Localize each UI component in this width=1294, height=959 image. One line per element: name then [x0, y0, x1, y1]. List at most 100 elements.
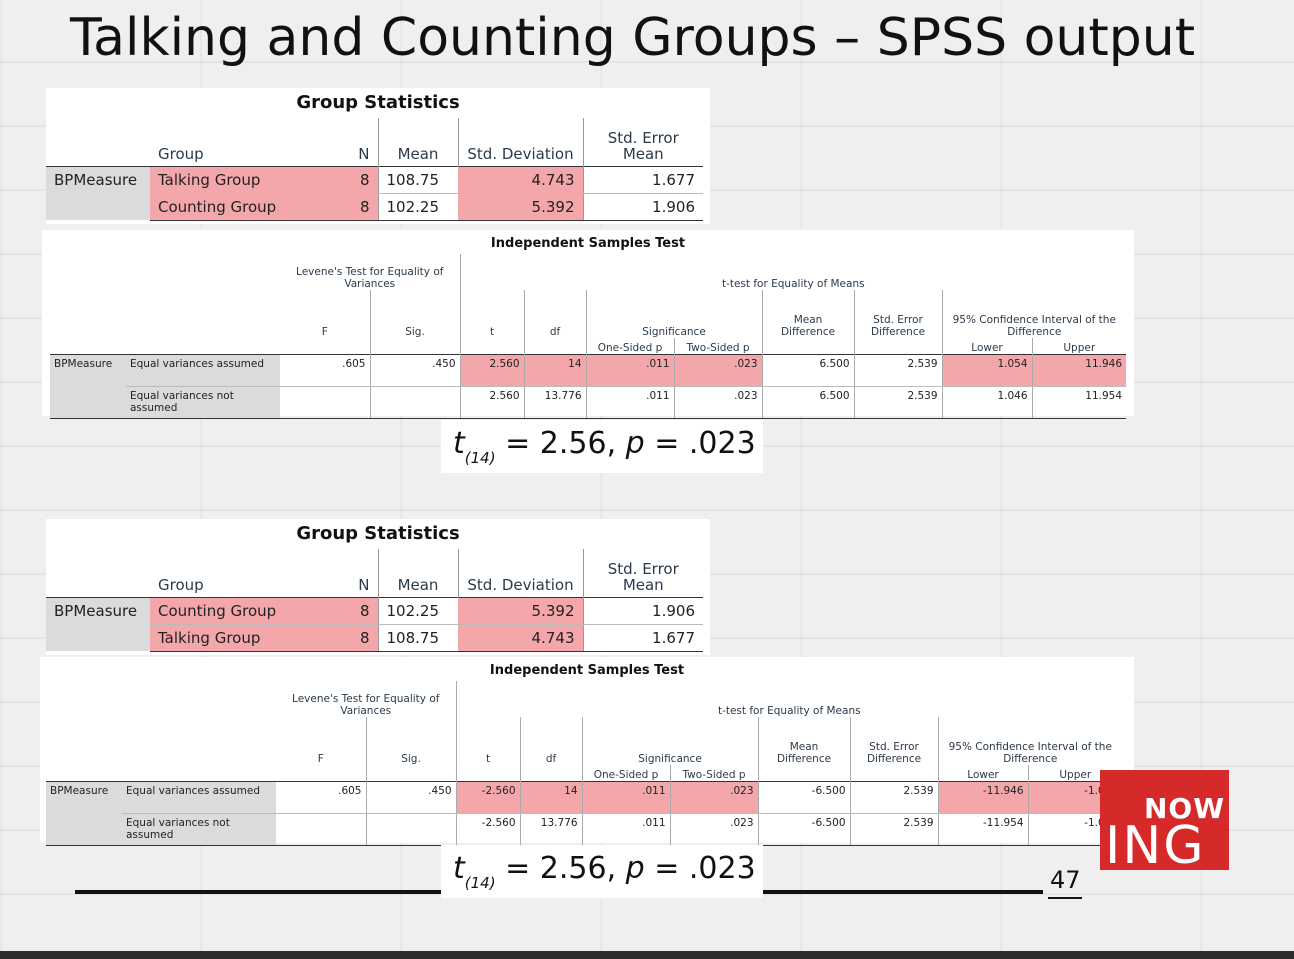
- result-text-1: t(14) = 2.56, p = .023: [441, 420, 763, 473]
- page-number-underline: [1048, 897, 1082, 899]
- col-md: Mean Difference: [757, 717, 851, 765]
- df-cell: 13.776: [519, 813, 583, 846]
- sed-cell: 2.539: [853, 386, 943, 419]
- col-one-sided: One-Sided p: [585, 338, 675, 354]
- one-sided-cell: .011: [581, 813, 671, 846]
- variance-label: Equal variances assumed: [126, 353, 280, 387]
- table-row: BPMeasure Equal variances assumed .605 .…: [50, 353, 1127, 387]
- slide-title: Talking and Counting Groups – SPSS outpu…: [70, 8, 1196, 68]
- logo-line-1: NOW: [1144, 792, 1226, 825]
- group-statistics-caption: Group Statistics: [296, 92, 460, 113]
- footer-rule-right: [763, 890, 1043, 894]
- table-row: Counting Group 8 102.25 5.392 1.906: [46, 193, 703, 221]
- n-cell: 8: [290, 624, 378, 652]
- sed-cell: 2.539: [849, 780, 939, 814]
- brand-logo: NOW ING: [1100, 770, 1229, 870]
- group-cell: Counting Group: [150, 193, 290, 221]
- lower-cell: -11.954: [937, 813, 1029, 846]
- group-statistics-caption: Group Statistics: [296, 523, 460, 544]
- df-subscript: (14): [464, 449, 496, 467]
- group-statistics-table-2: Group Statistics Group N Mean Std. Devia…: [46, 519, 710, 655]
- ist-caption: Independent Samples Test: [490, 236, 686, 251]
- group-cell: Talking Group: [150, 624, 290, 652]
- one-sided-cell: .011: [585, 353, 675, 387]
- row-label: BPMeasure: [50, 353, 126, 386]
- significance-header: Significance: [581, 717, 759, 765]
- col-F: F: [321, 326, 328, 338]
- two-sided-cell: .023: [673, 386, 763, 419]
- col-two-sided: Two-Sided p: [673, 338, 763, 354]
- table-row: Equal variances not assumed -2.560 13.77…: [46, 813, 1123, 846]
- lower-cell: -11.946: [937, 780, 1029, 814]
- sed-cell: 2.539: [853, 353, 943, 387]
- independent-samples-test-table-1: Independent Samples Test Levene's Test f…: [42, 230, 1134, 419]
- md-cell: -6.500: [757, 780, 851, 814]
- df-cell: 14: [523, 353, 587, 387]
- F-cell: [280, 386, 370, 419]
- ci-header: 95% Confidence Interval of the Differenc…: [941, 290, 1127, 338]
- p-symbol: p: [625, 851, 645, 886]
- col-sd: Std. Deviation: [457, 549, 583, 597]
- lower-cell: 1.046: [941, 386, 1033, 419]
- col-t: t: [459, 290, 525, 338]
- col-df: df: [519, 717, 583, 765]
- sig-cell: [365, 813, 457, 846]
- ist-caption: Independent Samples Test: [489, 663, 685, 678]
- col-n: N: [358, 144, 370, 163]
- col-se: Std. Error Mean: [582, 118, 703, 166]
- logo-line-2: ING: [1105, 816, 1206, 870]
- two-sided-cell: .023: [669, 813, 759, 846]
- row-label: BPMeasure: [46, 596, 150, 651]
- mean-cell: 108.75: [377, 624, 458, 652]
- variance-label: Equal variances assumed: [122, 780, 276, 814]
- col-df: df: [523, 290, 587, 338]
- significance-header: Significance: [585, 290, 763, 338]
- page-number: 47: [1050, 866, 1081, 894]
- n-cell: 8: [290, 596, 378, 625]
- ci-header: 95% Confidence Interval of the Differenc…: [937, 717, 1123, 765]
- upper-cell: 11.946: [1031, 353, 1127, 387]
- col-mean: Mean: [377, 118, 458, 166]
- levene-header: Levene's Test for Equality of Variances: [296, 266, 444, 290]
- col-se: Std. Error Mean: [582, 549, 703, 597]
- ttest-header: t-test for Equality of Means: [455, 681, 1123, 717]
- t-value: = 2.56,: [495, 851, 626, 886]
- col-sig: Sig.: [369, 290, 461, 338]
- col-lower: Lower: [937, 765, 1029, 781]
- se-cell: 1.677: [582, 165, 703, 194]
- se-cell: 1.906: [582, 596, 703, 625]
- sig-cell: .450: [365, 780, 457, 814]
- independent-samples-test-table-2: Independent Samples Test Levene's Test f…: [40, 657, 1134, 846]
- col-two-sided: Two-Sided p: [669, 765, 759, 781]
- upper-cell: 11.954: [1031, 386, 1127, 419]
- footer-rule-left: [75, 890, 441, 894]
- group-statistics-table-1: Group Statistics Group N Mean Std. Devia…: [46, 88, 710, 224]
- col-sed: Std. Error Difference: [853, 290, 943, 338]
- col-sig: Sig.: [365, 717, 457, 765]
- mean-cell: 108.75: [377, 165, 458, 194]
- t-cell: 2.560: [459, 386, 525, 419]
- table-row: Equal variances not assumed 2.560 13.776…: [50, 386, 1127, 419]
- df-cell: 13.776: [523, 386, 587, 419]
- t-symbol: t: [453, 851, 465, 886]
- sd-cell: 5.392: [458, 193, 583, 221]
- group-cell: Counting Group: [150, 596, 290, 625]
- col-group: Group: [158, 144, 204, 163]
- t-cell: 2.560: [459, 353, 525, 387]
- se-cell: 1.677: [582, 624, 703, 652]
- col-sed: Std. Error Difference: [849, 717, 939, 765]
- n-cell: 8: [290, 193, 378, 221]
- col-n: N: [358, 575, 370, 594]
- df-cell: 14: [519, 780, 583, 814]
- F-cell: .605: [276, 780, 366, 814]
- p-value: = .023: [644, 426, 756, 461]
- variance-label: Equal variances not assumed: [122, 813, 276, 846]
- levene-header: Levene's Test for Equality of Variances: [292, 693, 440, 717]
- col-lower: Lower: [941, 338, 1033, 354]
- sd-cell: 5.392: [458, 596, 583, 625]
- lower-cell: 1.054: [941, 353, 1033, 387]
- table-row: Talking Group 8 108.75 4.743 1.677: [46, 624, 703, 652]
- F-cell: .605: [280, 353, 370, 387]
- row-label: BPMeasure: [46, 780, 122, 813]
- col-upper: Upper: [1027, 765, 1123, 781]
